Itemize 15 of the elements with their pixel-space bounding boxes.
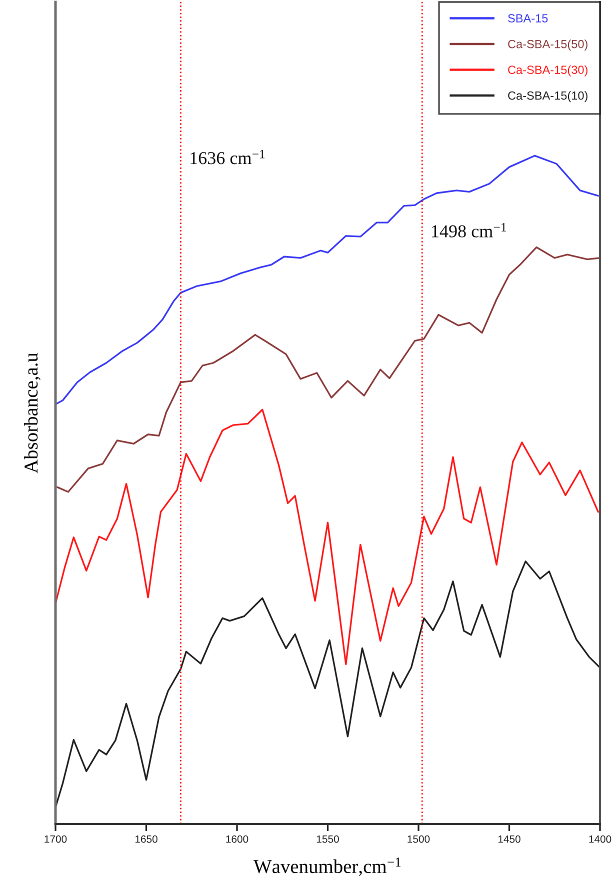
- legend-label: Ca-SBA-15(50): [508, 40, 588, 51]
- x-axis-title: Wavenumber,cm$^{−1}$: [253, 858, 401, 876]
- x-tick-label: 1600: [226, 835, 248, 843]
- ref-line-label: 1498 cm$^{−1}$: [432, 223, 506, 238]
- legend-label: Ca-SBA-15(30): [508, 65, 588, 76]
- ref-line-label: 1636 cm$^{−1}$: [190, 150, 265, 164]
- y-axis-title: Absorbance,a.u: [24, 352, 40, 474]
- legend-label: SBA-15: [508, 14, 548, 22]
- x-tick-label: 1450: [498, 835, 520, 843]
- x-tick-label: 1700: [44, 835, 67, 843]
- x-tick-label: 1650: [135, 835, 158, 843]
- x-tick-label: 1550: [316, 835, 339, 843]
- legend-label: Ca-SBA-15(10): [508, 91, 588, 102]
- x-tick-label: 1400: [589, 835, 612, 843]
- x-tick-label: 1500: [408, 835, 430, 843]
